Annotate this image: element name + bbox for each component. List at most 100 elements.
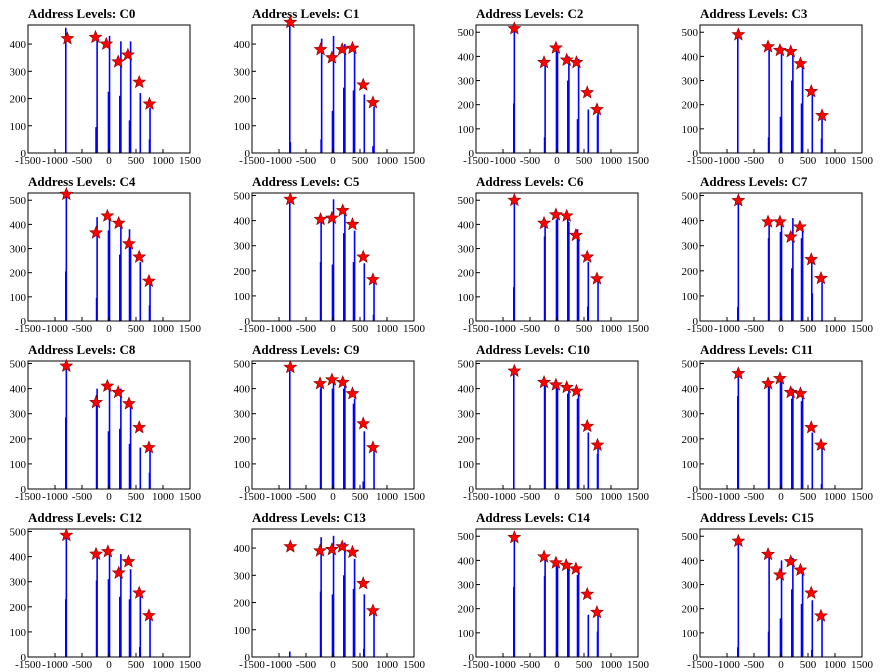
y-tick-label: 200: [682, 266, 699, 278]
y-tick-label: 200: [458, 604, 475, 616]
y-tick-label: 400: [10, 219, 27, 231]
star-marker: [59, 527, 74, 542]
star-marker: [100, 378, 115, 393]
star-marker: [89, 395, 104, 409]
x-tick-label: 1500: [179, 323, 202, 335]
chart-title: Address Levels: C10: [476, 342, 590, 357]
y-tick-label: 400: [10, 39, 27, 51]
star-marker: [731, 533, 746, 547]
y-tick-label: 100: [10, 121, 27, 133]
star-marker: [132, 249, 147, 263]
star-marker: [507, 21, 522, 35]
y-tick-label: 400: [234, 216, 251, 228]
chart-panel-10: Address Levels: C10 0 100 200 300 400 500 -1500…: [458, 342, 650, 503]
star-marker: [283, 14, 298, 29]
x-tick-label: 0: [554, 659, 560, 671]
y-tick-label: 0: [21, 652, 27, 664]
star-marker: [100, 208, 115, 222]
star-marker: [731, 193, 746, 207]
x-tick-label: -1000: [490, 659, 516, 671]
x-tick-label: 500: [576, 155, 593, 167]
star-marker: [356, 249, 371, 263]
x-tick-label: 1000: [376, 491, 399, 503]
star-marker: [580, 586, 595, 601]
y-tick-label: 400: [682, 384, 699, 396]
star-marker: [804, 585, 819, 599]
y-tick-label: 0: [245, 316, 251, 328]
y-tick-label: 300: [682, 241, 699, 253]
star-marker: [59, 358, 74, 372]
x-tick-label: -500: [520, 491, 541, 503]
x-tick-label: -1500: [687, 323, 713, 335]
x-tick-label: 1500: [851, 155, 874, 167]
star-marker: [313, 543, 328, 557]
y-tick-label: 200: [10, 268, 27, 280]
x-tick-label: 500: [352, 491, 369, 503]
chart-panel-2: Address Levels: C20100200300400500-1500-…: [458, 6, 650, 167]
y-tick-label: 100: [458, 124, 475, 136]
y-tick-label: 400: [10, 384, 27, 396]
star-marker: [313, 42, 328, 56]
star-marker: [559, 380, 574, 394]
y-tick-label: 300: [234, 409, 251, 421]
star-marker: [537, 549, 552, 563]
star-marker: [141, 440, 156, 454]
star-marker: [537, 55, 552, 69]
x-tick-label: 0: [330, 155, 336, 167]
star-marker: [365, 95, 380, 109]
y-tick-label: 0: [21, 316, 27, 328]
x-tick-label: 1000: [376, 323, 399, 335]
star-marker: [345, 544, 360, 559]
y-tick-label: 300: [682, 76, 699, 88]
x-tick-label: 0: [106, 491, 112, 503]
y-tick-label: 200: [234, 434, 251, 446]
star-marker: [815, 108, 830, 122]
star-marker: [772, 371, 787, 385]
x-tick-label: -1000: [714, 323, 740, 335]
y-tick-label: 200: [10, 94, 27, 106]
star-marker: [772, 214, 787, 228]
x-tick-label: 0: [778, 155, 784, 167]
y-tick-label: 100: [458, 459, 475, 471]
chart-title: Address Levels: C12: [28, 510, 142, 525]
y-tick-label: 100: [682, 628, 699, 640]
x-tick-label: 1500: [403, 491, 426, 503]
y-tick-label: 400: [234, 384, 251, 396]
x-tick-label: 500: [576, 491, 593, 503]
x-tick-label: 0: [778, 323, 784, 335]
x-tick-label: -1000: [266, 155, 292, 167]
x-tick-label: 1000: [600, 491, 623, 503]
y-tick-label: 500: [10, 359, 27, 371]
x-tick-label: 500: [128, 659, 145, 671]
x-tick-label: 500: [800, 659, 817, 671]
x-tick-label: 1500: [403, 155, 426, 167]
y-tick-label: 100: [10, 627, 27, 639]
x-tick-label: 1500: [851, 491, 874, 503]
star-marker: [324, 542, 339, 556]
chart-title: Address Levels: C0: [28, 6, 135, 21]
y-tick-label: 300: [234, 241, 251, 253]
star-marker: [783, 44, 798, 58]
x-tick-label: 1000: [600, 155, 623, 167]
y-tick-label: 200: [458, 434, 475, 446]
star-marker: [141, 608, 156, 622]
star-marker: [548, 377, 563, 391]
star-marker: [111, 385, 126, 399]
y-tick-label: 0: [693, 484, 699, 496]
x-tick-label: 1500: [851, 323, 874, 335]
y-tick-label: 200: [458, 268, 475, 280]
x-tick-label: 1000: [824, 659, 847, 671]
y-tick-label: 400: [682, 555, 699, 567]
star-marker: [335, 375, 350, 389]
star-marker: [345, 40, 360, 55]
y-tick-label: 200: [234, 598, 251, 610]
x-tick-label: -500: [520, 155, 541, 167]
star-marker: [569, 383, 584, 398]
star-marker: [335, 539, 350, 553]
y-tick-label: 400: [234, 39, 251, 51]
y-tick-label: 500: [458, 27, 475, 39]
x-tick-label: -1000: [714, 491, 740, 503]
star-marker: [804, 84, 819, 98]
x-tick-label: 1000: [152, 323, 175, 335]
